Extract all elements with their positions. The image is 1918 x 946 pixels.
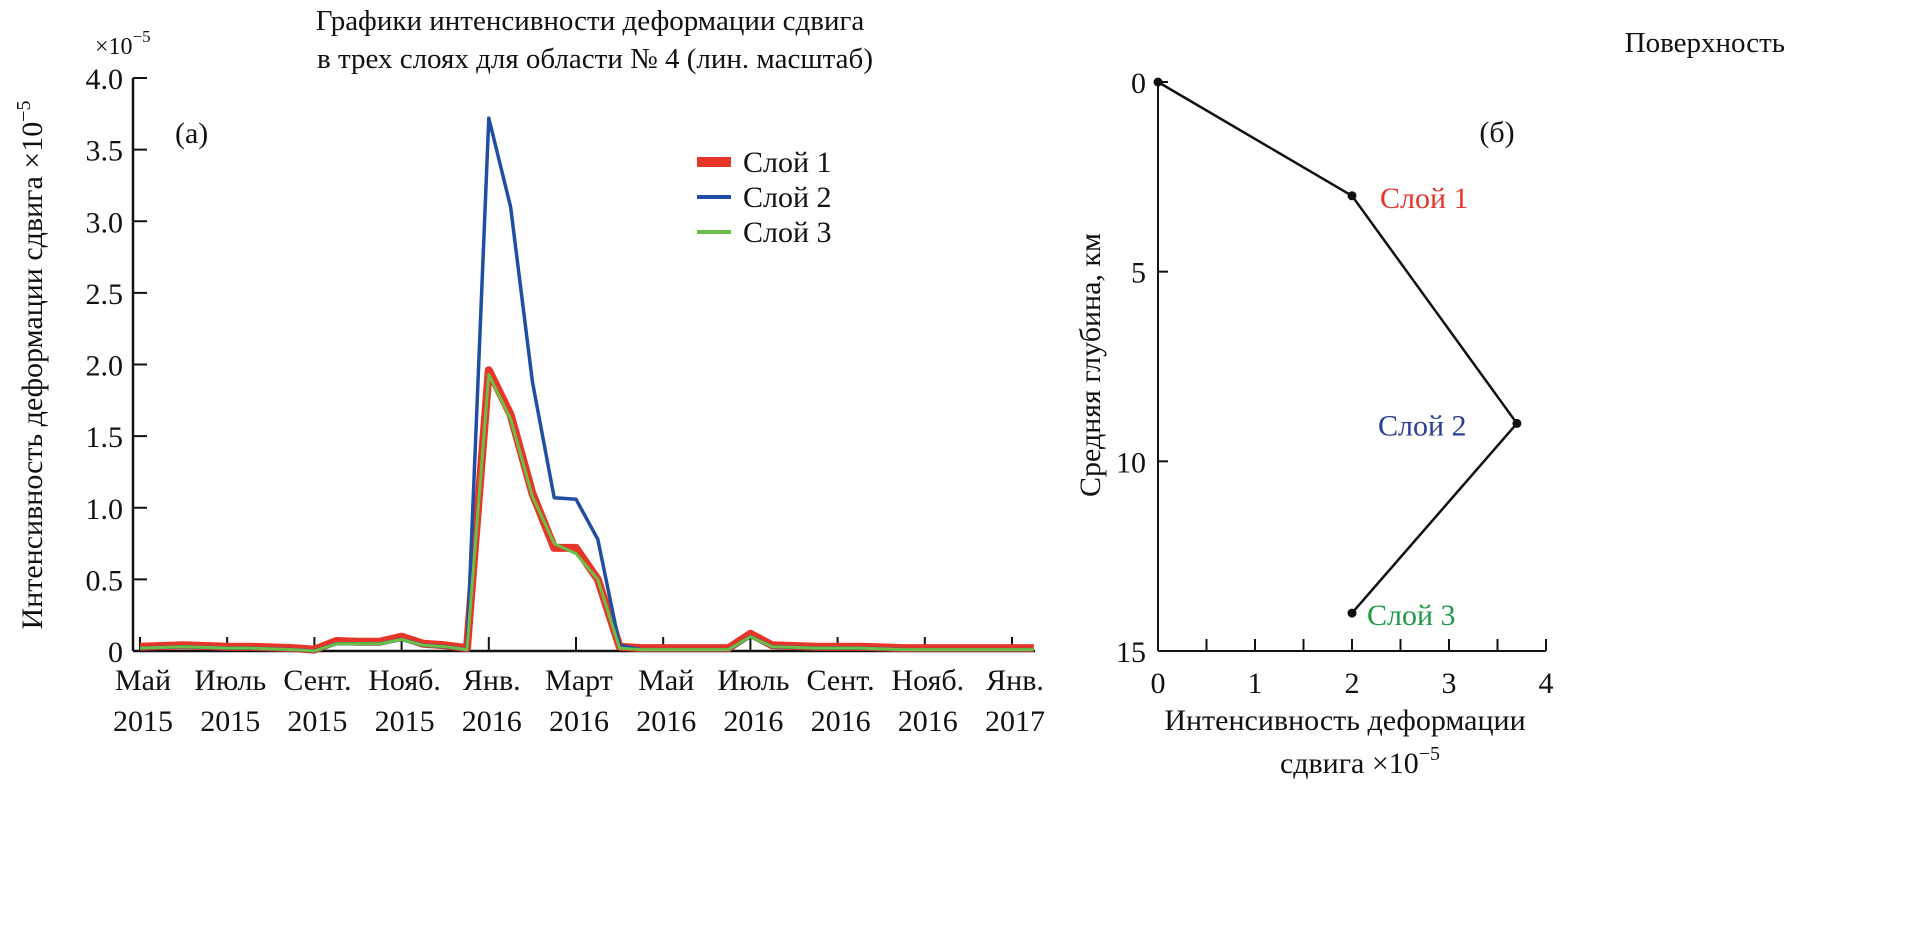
point-label-layer-2: Слой 2 bbox=[1378, 409, 1467, 442]
x-tick-year-label: 2016 bbox=[723, 705, 783, 738]
x-tick-year-label: 2015 bbox=[200, 705, 260, 738]
y-tick-label-b: 10 bbox=[1116, 446, 1146, 479]
x-tick-year-label: 2016 bbox=[549, 705, 609, 738]
x-tick-month-label: Июль bbox=[717, 664, 789, 697]
x-tick-label-b: 3 bbox=[1442, 667, 1457, 700]
point-label-layer-3: Слой 3 bbox=[1367, 599, 1456, 632]
point-label-layer-1: Слой 1 bbox=[1380, 182, 1469, 215]
panel-a-plot: 0 0.5 1.0 1.5 2.0 2.5 3.0 3.5 4.0 Май 2015 Июль 2015… bbox=[86, 63, 1046, 738]
x-tick-year-label: 2016 bbox=[898, 705, 958, 738]
x-tick-month-label: Май bbox=[115, 664, 171, 697]
x-tick-month-label: Сент. bbox=[283, 664, 351, 697]
y-tick-label-a: 1.0 bbox=[86, 493, 124, 526]
depth-profile-point bbox=[1512, 418, 1522, 428]
y-tick-label-a: 0 bbox=[108, 636, 123, 669]
legend-label-layer-1: Слой 1 bbox=[743, 146, 832, 179]
depth-profile-point bbox=[1347, 191, 1357, 201]
depth-profile-point bbox=[1347, 608, 1357, 618]
legend-label-layer-2: Слой 2 bbox=[743, 181, 832, 214]
x-tick-month-label: Июль bbox=[194, 664, 266, 697]
x-axis-label-b-line1: Интенсивность деформации bbox=[1164, 704, 1525, 737]
surface-label: Поверхность bbox=[1625, 27, 1785, 59]
depth-profile-line bbox=[1157, 80, 1519, 614]
y-axis-label-b: Средняя глубина, км bbox=[1074, 233, 1107, 497]
x-tick-year-label: 2016 bbox=[636, 705, 696, 738]
x-tick-label-b: 0 bbox=[1151, 667, 1166, 700]
y-tick-label-b: 15 bbox=[1116, 636, 1146, 669]
series-line-layer-2 bbox=[139, 116, 1034, 653]
svg-text:Средняя глубина, км: Средняя глубина, км bbox=[1074, 233, 1107, 497]
x-tick-month-label: Сент. bbox=[807, 664, 875, 697]
x-tick-label-b: 1 bbox=[1248, 667, 1263, 700]
x-axis-label-b-line2: сдвига ×10−5 bbox=[1280, 743, 1440, 780]
x-tick-month-label: Март bbox=[545, 664, 613, 697]
x-tick-month-label: Май bbox=[638, 664, 694, 697]
x-tick-year-label: 2015 bbox=[375, 705, 435, 738]
y-tick-label-a: 4.0 bbox=[86, 63, 124, 96]
legend-label-layer-3: Слой 3 bbox=[743, 216, 832, 249]
panel-label-a: (а) bbox=[175, 117, 208, 150]
svg-text:Интенсивность деформации сдвиг: Интенсивность деформации сдвига ×10−5 bbox=[13, 101, 49, 630]
x-tick-year-label: 2015 bbox=[287, 705, 347, 738]
y-tick-label-a: 1.5 bbox=[86, 421, 124, 454]
x-tick-month-label: Янв. bbox=[463, 664, 521, 697]
y-tick-label-a: 2.5 bbox=[86, 278, 124, 311]
x-tick-year-label: 2015 bbox=[113, 705, 173, 738]
panel-label-b: (б) bbox=[1479, 116, 1514, 149]
series-line-layer-3 bbox=[139, 373, 1034, 653]
x-tick-month-label: Нояб. bbox=[891, 664, 964, 697]
x-tick-month-label: Янв. bbox=[986, 664, 1044, 697]
x-tick-year-label: 2016 bbox=[462, 705, 522, 738]
x-tick-year-label: 2016 bbox=[811, 705, 871, 738]
x-tick-month-label: Нояб. bbox=[368, 664, 441, 697]
panel-b-plot: 0 1 2 3 4 0 5 10 15 Слой 1 Слой 2 Слой 3 bbox=[1116, 67, 1554, 700]
y-tick-label-a: 2.0 bbox=[86, 350, 124, 383]
y-multiplier: ×10−5 bbox=[95, 27, 151, 60]
y-tick-label-b: 0 bbox=[1131, 67, 1146, 100]
depth-profile-point bbox=[1153, 77, 1163, 87]
title-line-1: Графики интенсивности деформации сдвига bbox=[316, 5, 865, 37]
y-tick-label-a: 3.5 bbox=[86, 135, 124, 168]
series-line-layer-1 bbox=[139, 366, 1034, 654]
y-tick-label-a: 0.5 bbox=[86, 564, 124, 597]
y-axis-label-a: Интенсивность деформации сдвига ×10−5 bbox=[13, 101, 49, 630]
y-tick-label-b: 5 bbox=[1131, 257, 1146, 290]
x-tick-label-b: 4 bbox=[1539, 667, 1554, 700]
x-tick-year-label: 2017 bbox=[985, 705, 1045, 738]
y-tick-label-a: 3.0 bbox=[86, 206, 124, 239]
title-line-2: в трех слоях для области № 4 (лин. масшт… bbox=[317, 43, 873, 75]
x-tick-label-b: 2 bbox=[1345, 667, 1360, 700]
